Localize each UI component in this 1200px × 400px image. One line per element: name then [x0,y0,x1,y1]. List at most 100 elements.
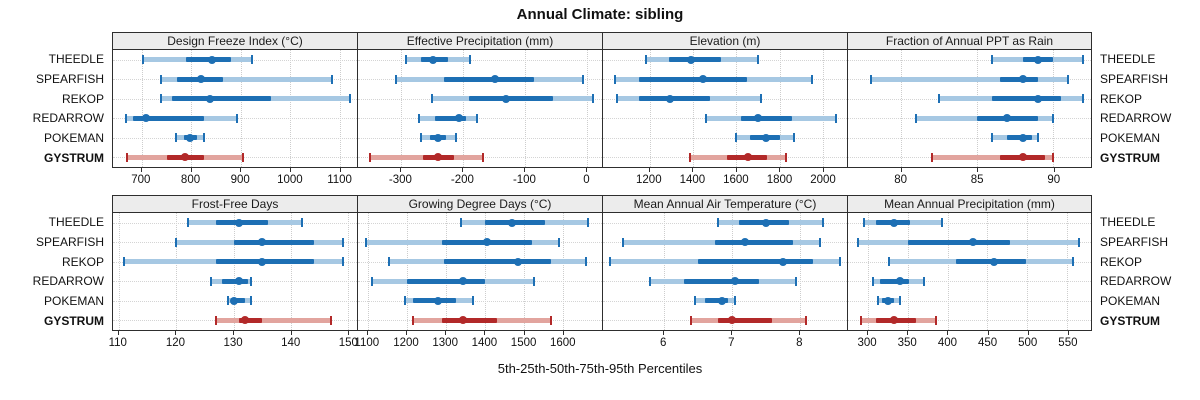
median-dot [235,277,244,286]
range-25-75 [714,239,793,245]
whisker-cap [805,315,808,325]
tick-label: -100 [512,174,536,186]
median-dot [206,94,214,103]
range-25-75 [132,115,204,121]
tick-label: 1400 [471,337,498,349]
horizontal-gridline [848,222,1091,224]
vertical-gridline [664,213,665,330]
vertical-gridline [445,213,447,330]
site-labels-left: THEEDLE SPEARFISH REKOP REDARROW POKEMAN GYST… [0,213,112,331]
vertical-gridline [586,50,588,167]
whisker-cap [472,296,475,306]
whisker-cap [186,218,189,228]
median-dot [229,296,238,305]
whisker-cap [811,74,814,84]
median-dot [434,153,443,162]
horizontal-gridline [358,137,602,139]
site-label: REDARROW [32,111,104,126]
whisker-cap [175,133,178,143]
site-label: REDARROW [1100,111,1172,126]
vertical-gridline [731,213,733,330]
vertical-gridline [339,50,341,167]
horizontal-gridline [848,320,1091,322]
x-axis: 700 800 900 1000 1100 [112,168,357,192]
vertical-gridline [947,213,949,330]
tick-label: 8 [796,337,803,349]
site-label: POKEMAN [43,130,104,145]
site-label: REDARROW [1100,274,1172,289]
median-dot [717,296,726,305]
median-dot [895,277,904,286]
whisker-cap [690,315,693,325]
x-axis: 110 120 130 140 150 [109,331,358,355]
whisker-cap [705,113,708,123]
tick-mark [524,168,526,172]
vertical-gridline [240,50,242,167]
panel-strip: Frost-Free Days [112,195,357,213]
whisker-cap [123,257,126,267]
panel-strip: Mean Annual Air Temperature (°C) [602,195,847,213]
x-axis: 80 85 90 [847,168,1092,192]
median-dot [969,238,978,247]
site-label: REKOP [61,91,104,106]
median-dot [741,238,750,247]
vertical-gridline [1067,213,1069,330]
tick-label: 400 [937,337,957,349]
median-dot [208,55,217,64]
median-dot [180,153,189,162]
range-25-75 [239,317,263,323]
range-25-75 [638,96,711,102]
tick-label: 450 [977,337,998,349]
whisker-cap [341,237,344,247]
tick-label: 500 [1018,337,1038,349]
whisker-cap [348,94,351,104]
whisker-cap [735,133,738,143]
tick-mark [462,168,464,172]
vertical-gridline [987,213,989,330]
whisker-cap [124,113,127,123]
median-dot [434,133,443,142]
whisker-cap [226,296,229,306]
range-25-75 [406,278,485,284]
whisker-cap [585,257,588,267]
median-dot [1033,55,1042,64]
whisker-cap [364,237,367,247]
whisker-cap [209,276,212,286]
whisker-cap [331,74,334,84]
whisker-cap [558,237,561,247]
tick-mark [190,168,192,172]
tick-mark [400,168,402,172]
tick-label: 85 [970,174,984,186]
whisker-cap [862,218,865,228]
tick-label: 900 [230,174,250,186]
panel-strip: Fraction of Annual PPT as Rain [847,32,1092,50]
whisker-cap [818,237,821,247]
tick-label: 130 [223,337,243,349]
median-dot [1033,94,1042,103]
horizontal-gridline [358,300,602,302]
panel-plot-area [847,213,1092,331]
tick-mark [140,168,142,172]
median-dot [727,316,736,325]
x-axis: -300 -200 -100 0 [357,168,602,192]
tick-mark [987,331,989,335]
whisker-cap [369,152,372,162]
site-label: THEEDLE [48,215,104,230]
range-25-75 [230,298,246,304]
tick-label: 800 [180,174,201,186]
range-25-75 [469,96,553,102]
median-dot [434,296,443,305]
tick-label: 1200 [636,174,662,186]
vertical-gridline [823,50,825,167]
site-label: SPEARFISH [1100,234,1169,249]
median-dot [1018,75,1027,84]
vertical-gridline [233,213,235,330]
whisker-cap [645,55,648,65]
tick-mark [1053,168,1055,172]
panel-plot-area [357,213,602,331]
median-dot [761,133,770,142]
tick-mark [663,331,665,335]
median-dot [185,133,194,142]
whisker-cap [795,276,798,286]
